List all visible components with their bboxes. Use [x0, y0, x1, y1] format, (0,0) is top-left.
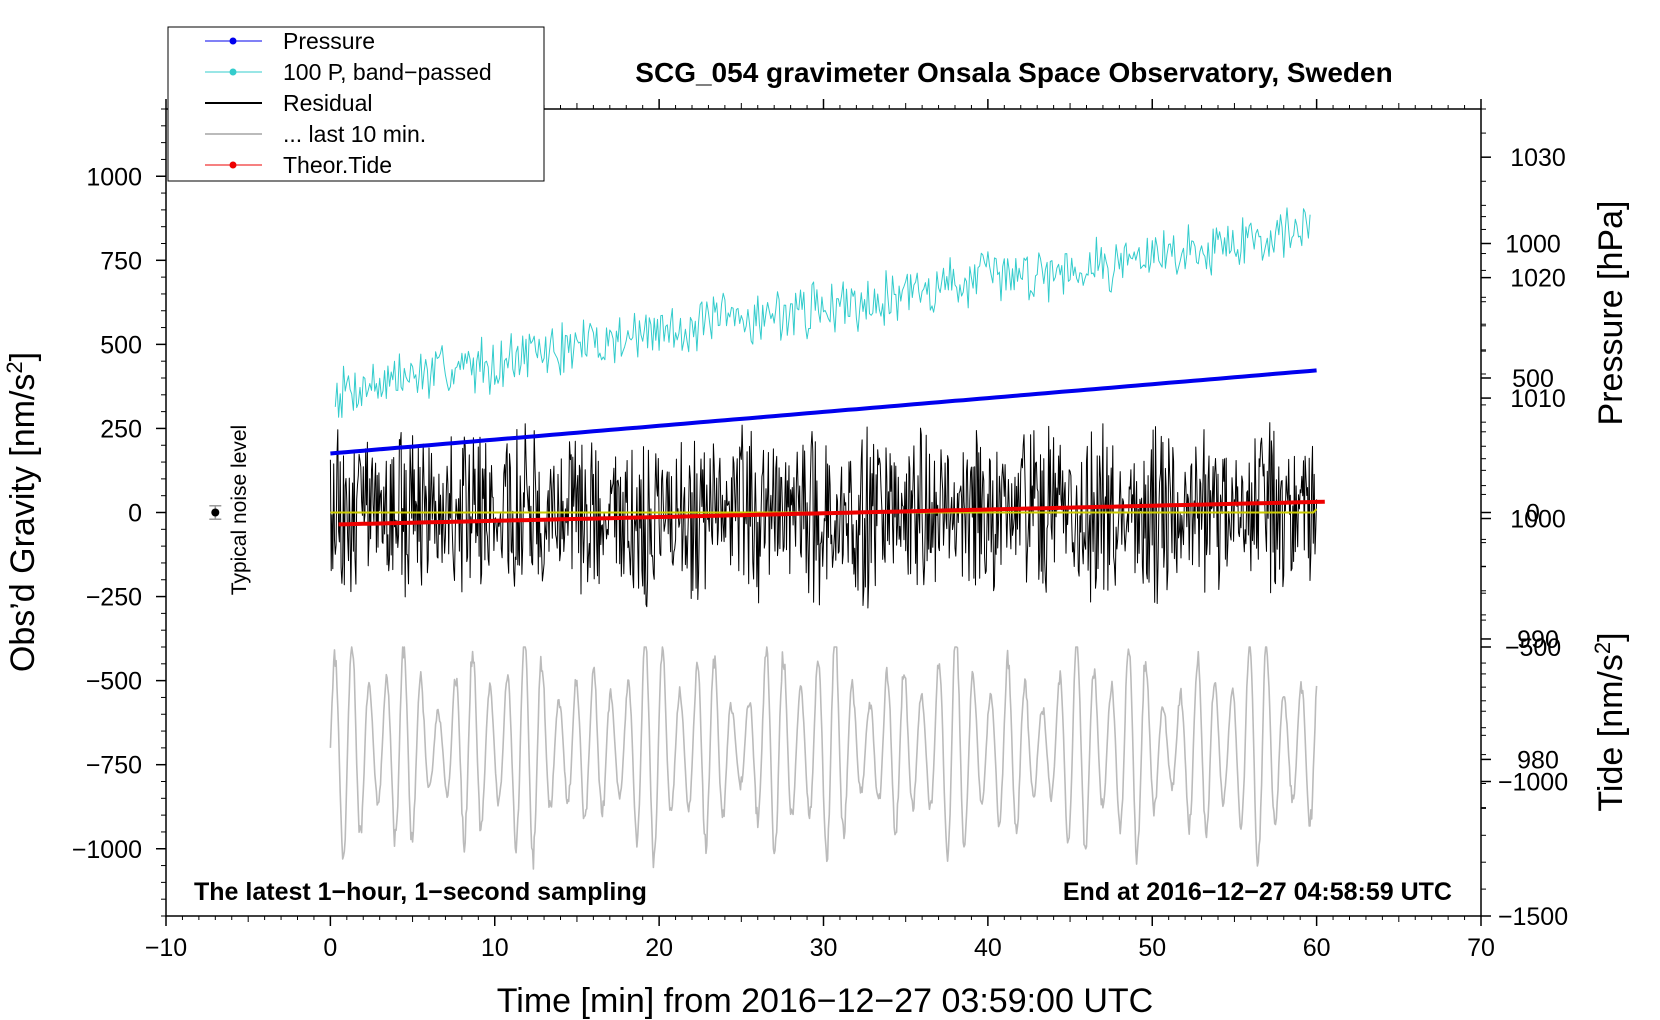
- y-pressure-tick-label: 1030: [1510, 144, 1566, 172]
- right-tide-axis: 1000 500 0 −500 −1000 −1500: [1481, 216, 1568, 931]
- legend-swatch-marker: [229, 68, 237, 76]
- y-pressure-tick-label: 980: [1517, 746, 1559, 774]
- legend-label: Pressure: [283, 28, 375, 54]
- y-pressure-tick-label: 1010: [1510, 385, 1566, 413]
- x-tick-label: 50: [1138, 934, 1166, 962]
- y-tide-tick-label: 500: [1512, 365, 1554, 393]
- y-pressure-tick-label: 1000: [1510, 506, 1566, 534]
- y-tide-axis-label: Tide [nm/s2]: [1590, 632, 1630, 811]
- noise-level-label: Typical noise level: [228, 425, 251, 595]
- y-tide-tick-label: 0: [1526, 500, 1540, 528]
- series-residual-smoothed: [330, 508, 1318, 514]
- plot-series: [329, 207, 1325, 870]
- y-left-tick-label: −500: [86, 668, 142, 696]
- y-left-tick-label: 750: [100, 247, 142, 275]
- left-axis: 1000 750 500 250 0 −250 −500 −750 −1000: [72, 108, 166, 917]
- series-band-passed-pressure: [334, 207, 1311, 418]
- y-left-tick-label: 500: [100, 331, 142, 359]
- right-pressure-axis: 1030 1020 1010 1000 990 980: [1481, 108, 1566, 809]
- y-tide-tick-label: −1500: [1498, 903, 1568, 931]
- y-tide-tick-label: −500: [1505, 634, 1561, 662]
- noise-dot: [211, 508, 220, 517]
- y-left-axis-label: Obs’d Gravity [nm/s2]: [2, 352, 42, 672]
- legend-swatch-marker: [229, 161, 237, 169]
- x-tick-label: 40: [974, 934, 1002, 962]
- y-pressure-axis-label: Pressure [hPa]: [1592, 201, 1630, 426]
- series-theor-tide: [338, 499, 1325, 527]
- x-axis: −10 0 10 20 30 40 50 60 70: [145, 99, 1495, 962]
- x-tick-label: 20: [645, 934, 673, 962]
- y-pressure-tick-label: 990: [1517, 626, 1559, 654]
- y-left-tick-label: −1000: [72, 836, 142, 864]
- noise-marker: [209, 505, 222, 520]
- annotation-bottom-left: The latest 1−hour, 1−second sampling: [194, 878, 647, 906]
- y-left-tick-label: 1000: [86, 163, 142, 191]
- series-last-10-min: [329, 646, 1318, 870]
- legend-label: 100 P, band−passed: [283, 59, 492, 85]
- chart-title: SCG_054 gravimeter Onsala Space Observat…: [635, 57, 1392, 88]
- y-left-tick-label: 250: [100, 415, 142, 443]
- y-tide-tick-label: 1000: [1505, 231, 1561, 259]
- legend: Pressure 100 P, band−passed Residual ... la…: [167, 26, 545, 182]
- x-tick-label: −10: [145, 934, 187, 962]
- x-tick-label: 10: [481, 934, 509, 962]
- x-tick-label: 0: [323, 934, 337, 962]
- y-left-tick-label: −750: [86, 752, 142, 780]
- y-tide-tick-label: −1000: [1498, 769, 1568, 797]
- annotation-bottom-right: End at 2016−12−27 04:58:59 UTC: [1063, 878, 1452, 906]
- legend-label: Residual: [283, 90, 373, 116]
- legend-label: Theor.Tide: [283, 152, 392, 178]
- x-tick-label: 30: [810, 934, 838, 962]
- y-left-tick-label: 0: [128, 500, 142, 528]
- y-pressure-tick-label: 1020: [1510, 265, 1566, 293]
- series-pressure: [330, 368, 1317, 456]
- legend-label: ... last 10 min.: [283, 121, 426, 147]
- y-left-tick-label: −250: [86, 584, 142, 612]
- x-tick-label: 70: [1467, 934, 1495, 962]
- x-tick-label: 60: [1303, 934, 1331, 962]
- x-axis-label: Time [min] from 2016−12−27 03:59:00 UTC: [497, 982, 1153, 1020]
- legend-swatch-marker: [229, 37, 237, 45]
